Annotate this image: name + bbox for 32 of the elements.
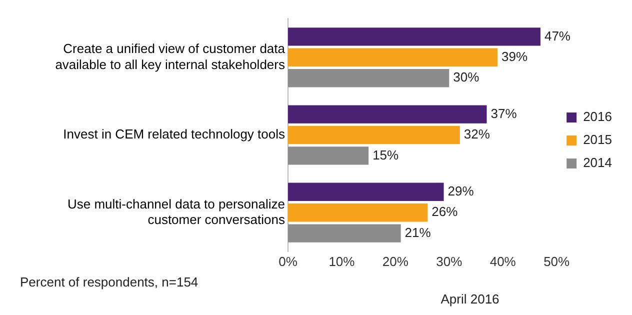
- data-label: 32%: [464, 126, 490, 142]
- data-label: 39%: [501, 48, 528, 64]
- data-label: 26%: [432, 204, 458, 220]
- bar: [288, 224, 401, 242]
- data-label: 15%: [372, 147, 400, 162]
- bar: [288, 68, 450, 88]
- data-label: 21%: [404, 224, 432, 240]
- data-label: 47%: [544, 28, 571, 44]
- data-label: 29%: [448, 183, 474, 198]
- y-tick-label: Invest in CEM related technology tools: [63, 126, 286, 142]
- bar: [288, 182, 444, 202]
- bar: [288, 105, 487, 124]
- x-tick-label: 40%: [490, 254, 516, 269]
- bar: [288, 48, 498, 67]
- legend-label: 2014: [583, 155, 612, 170]
- y-tick-label: Create a unified view of customer data available to all key internal stakeholders: [55, 41, 286, 72]
- x-tick-label: 0%: [278, 254, 298, 269]
- data-label: 30%: [453, 70, 480, 85]
- bar: [288, 203, 428, 222]
- bar: [288, 146, 369, 165]
- data-label: 37%: [490, 106, 518, 121]
- x-tick-label: 50%: [544, 254, 570, 269]
- legend-label: 2015: [583, 132, 612, 148]
- bar: [288, 126, 460, 144]
- y-tick-label: Use multi-channel data to personalize customer conversations: [67, 196, 286, 227]
- bar: [288, 28, 540, 46]
- x-tick-label: 20%: [382, 254, 409, 269]
- text: April 2016: [440, 292, 500, 307]
- x-tick-label: 10%: [328, 254, 356, 269]
- text: Percent of respondents, n=154: [20, 274, 198, 290]
- legend-label: 2016: [583, 109, 612, 124]
- x-tick-label: 30%: [436, 254, 463, 269]
